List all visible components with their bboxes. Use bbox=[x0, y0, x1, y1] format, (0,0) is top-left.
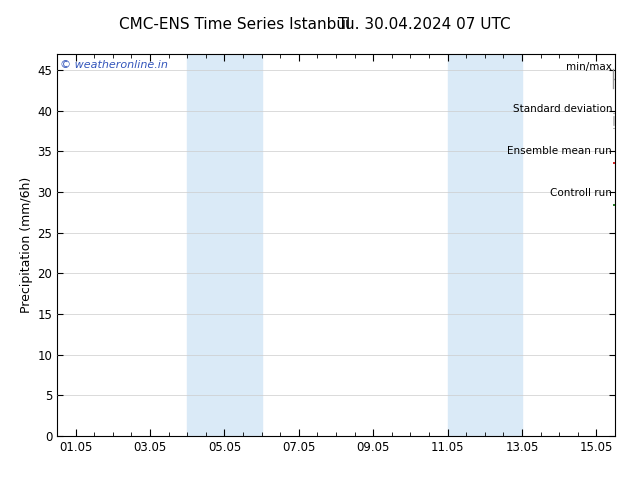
Point bbox=[90, 427, 98, 433]
Text: min/max: min/max bbox=[566, 62, 612, 72]
Point bbox=[92, 426, 100, 432]
Point bbox=[90, 425, 98, 431]
Point bbox=[90, 428, 98, 434]
Y-axis label: Precipitation (mm/6h): Precipitation (mm/6h) bbox=[20, 177, 33, 313]
Point bbox=[92, 427, 100, 433]
Text: Ensemble mean run: Ensemble mean run bbox=[507, 146, 612, 156]
Point bbox=[92, 426, 100, 432]
Text: Controll run: Controll run bbox=[550, 188, 612, 197]
Point bbox=[92, 426, 100, 432]
Point bbox=[90, 426, 98, 432]
Point bbox=[90, 426, 98, 432]
Bar bbox=[448, 54, 522, 436]
Point bbox=[90, 425, 98, 431]
Point bbox=[92, 425, 100, 431]
Text: Tu. 30.04.2024 07 UTC: Tu. 30.04.2024 07 UTC bbox=[339, 17, 511, 32]
Point bbox=[92, 428, 100, 434]
Point bbox=[90, 426, 98, 432]
Text: © weatheronline.in: © weatheronline.in bbox=[60, 60, 168, 70]
Point bbox=[92, 427, 100, 433]
Point bbox=[92, 425, 100, 431]
Text: Standard deviation: Standard deviation bbox=[513, 103, 612, 114]
Point bbox=[90, 427, 98, 433]
Text: CMC-ENS Time Series Istanbul: CMC-ENS Time Series Istanbul bbox=[119, 17, 350, 32]
Bar bbox=[187, 54, 262, 436]
